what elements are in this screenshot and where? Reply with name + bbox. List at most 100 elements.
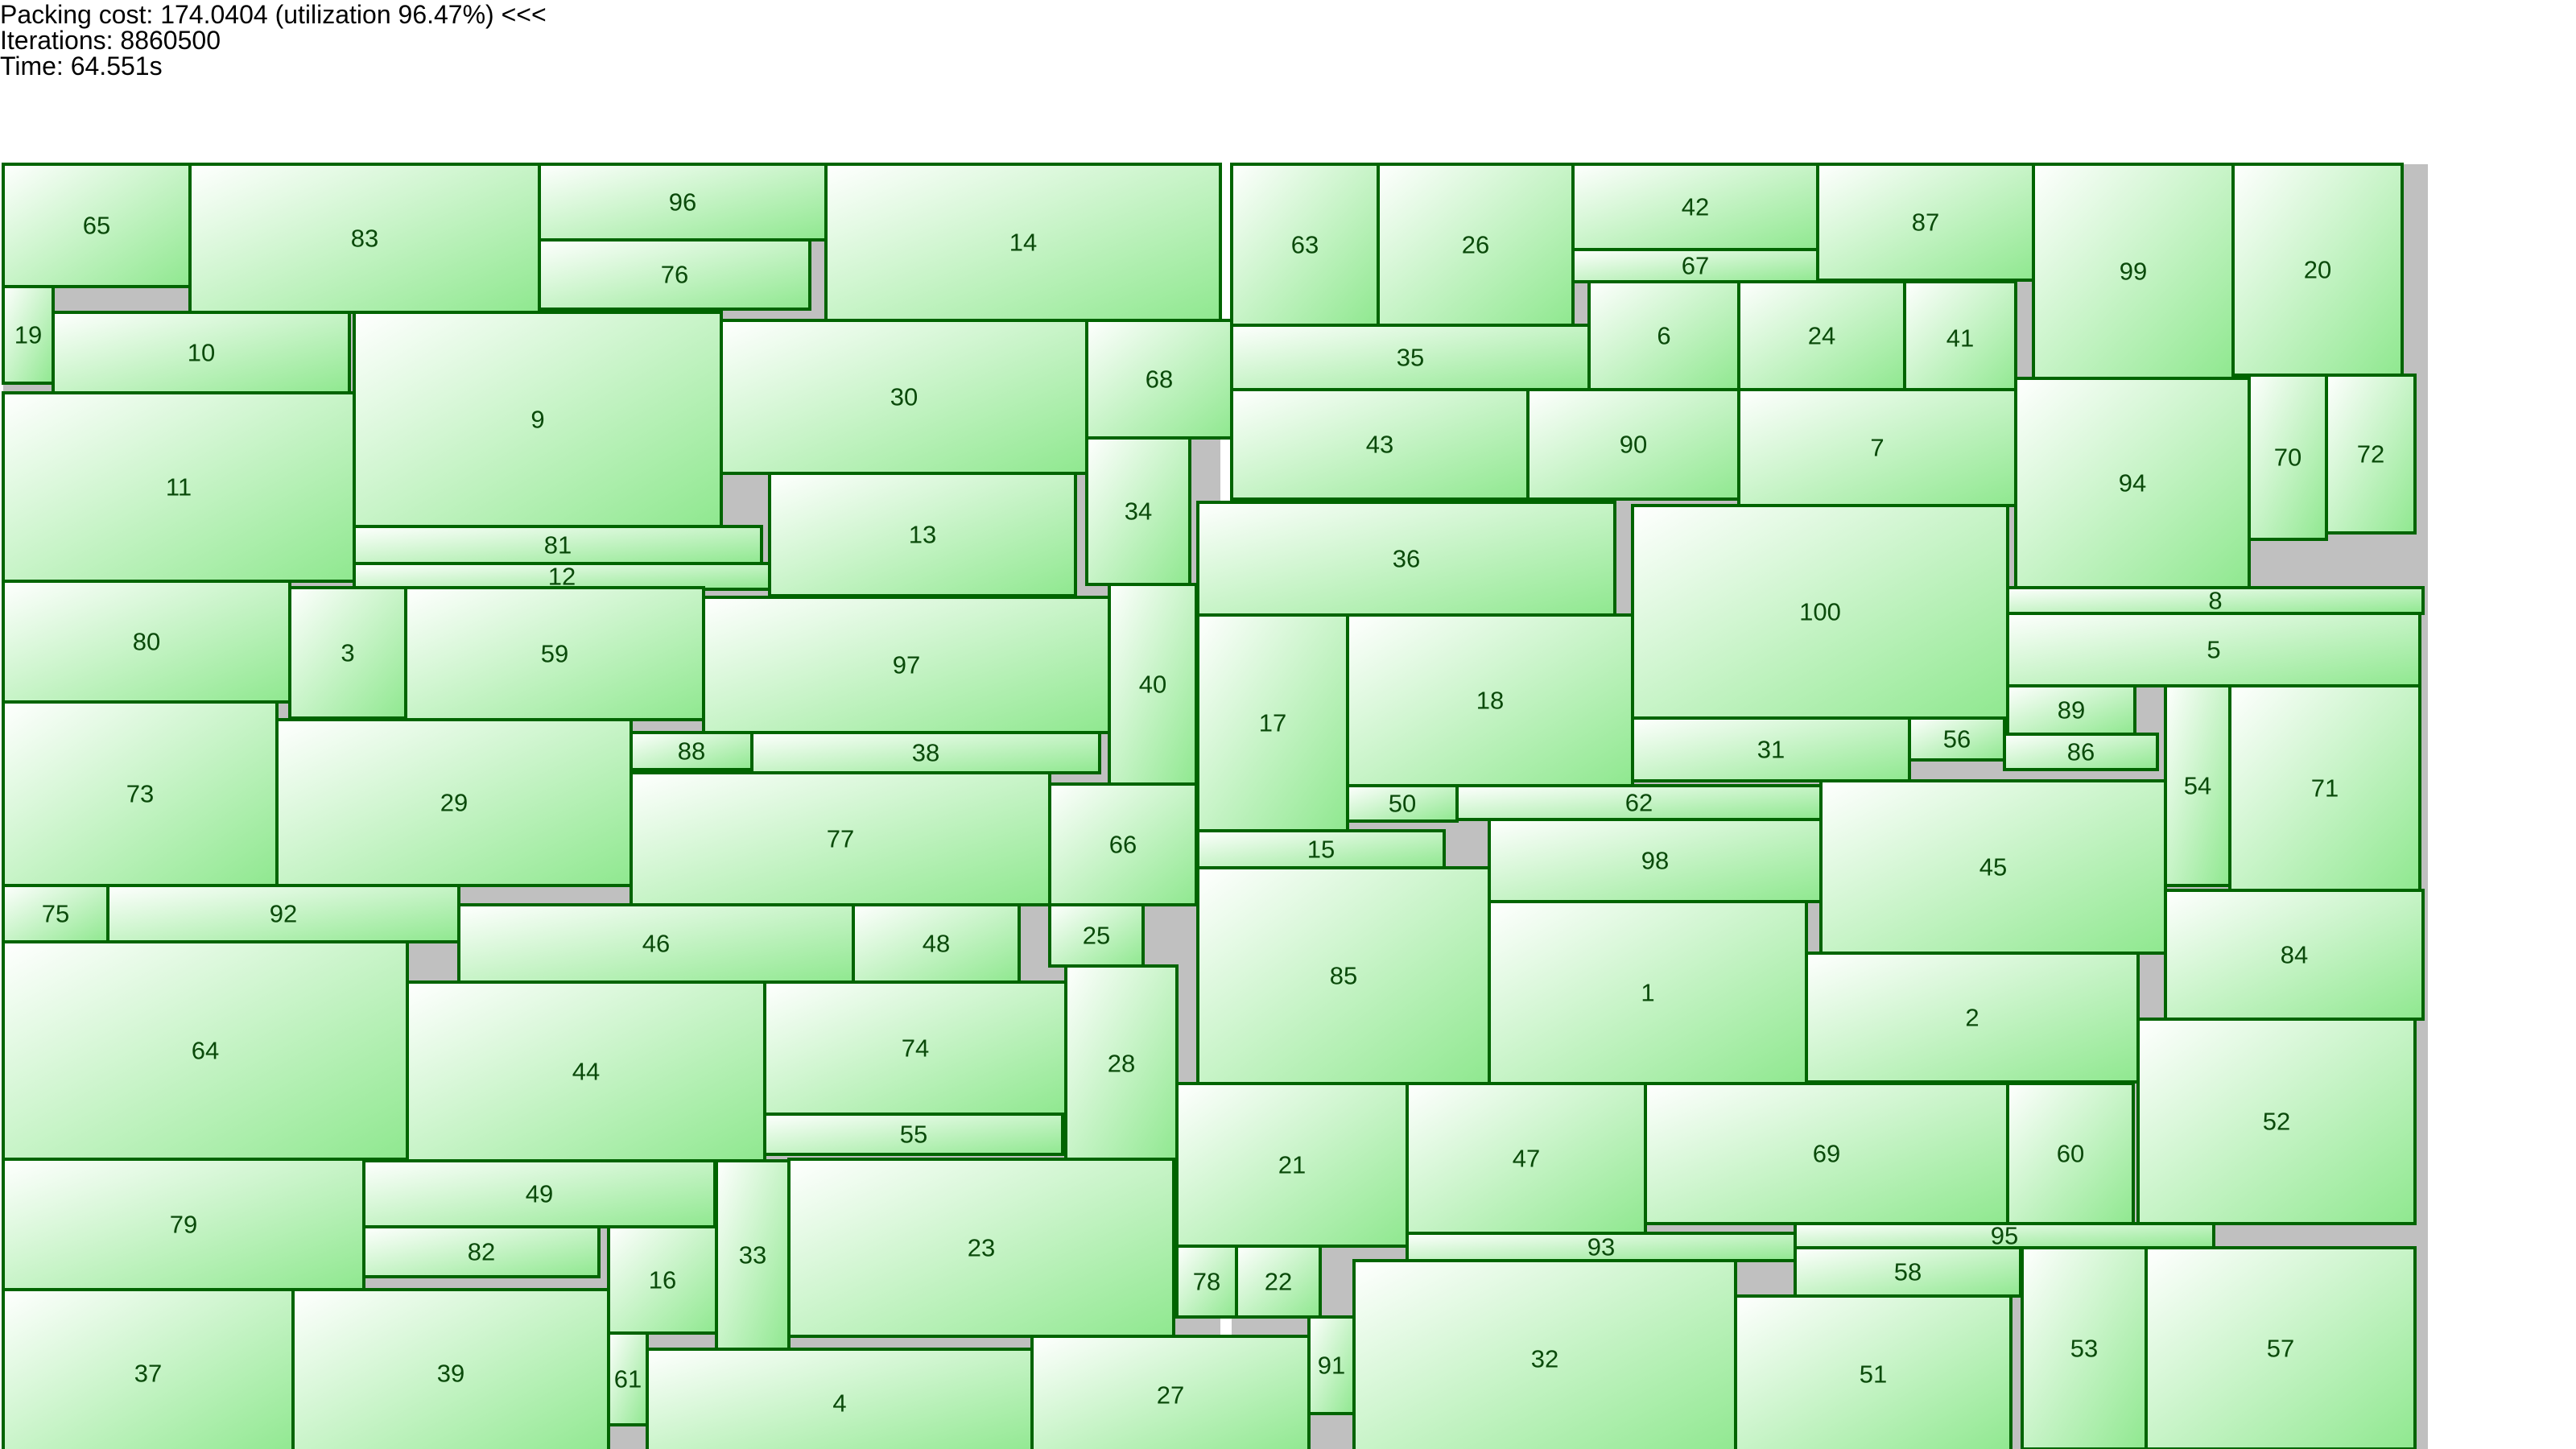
box-label-99: 99 [2120,258,2147,286]
box-label-39: 39 [437,1360,464,1388]
box-rect-64 [2,940,409,1161]
packed-box-47: 47 [1406,1082,1647,1235]
box-label-60: 60 [2057,1140,2084,1168]
packed-box-50: 50 [1346,784,1459,823]
box-label-23: 23 [968,1234,995,1262]
packed-box-34: 34 [1085,436,1191,586]
packed-box-10: 10 [52,311,351,394]
box-label-49: 49 [526,1180,553,1208]
box-rect-98 [1488,818,1823,903]
packed-box-96: 96 [538,163,828,242]
box-label-47: 47 [1513,1145,1540,1173]
box-rect-1 [1488,900,1808,1085]
box-label-72: 72 [2357,440,2384,469]
box-label-86: 86 [2067,738,2095,766]
box-rect-4 [646,1348,1034,1449]
packed-box-59: 59 [404,586,705,721]
box-label-74: 74 [902,1034,929,1063]
box-label-80: 80 [133,628,160,656]
packed-box-83: 83 [188,163,541,314]
box-label-27: 27 [1157,1381,1184,1410]
stats-panel: Packing cost: 174.0404 (utilization 96.4… [0,2,547,79]
packed-box-5: 5 [2006,612,2421,687]
packed-box-28: 28 [1064,964,1179,1162]
box-label-25: 25 [1083,922,1110,950]
box-rect-24 [1737,280,1906,391]
box-rect-15 [1196,829,1446,869]
packed-box-68: 68 [1085,319,1233,440]
box-rect-9 [353,311,723,528]
packed-box-48: 48 [852,903,1021,984]
box-label-88: 88 [678,737,705,766]
packed-box-95: 95 [1794,1222,2215,1250]
box-label-19: 19 [14,321,42,349]
packed-box-6: 6 [1587,280,1740,391]
box-rect-73 [2,700,279,887]
packed-box-90: 90 [1526,388,1740,501]
packed-box-87: 87 [1816,163,2035,282]
box-rect-13 [768,472,1077,597]
packed-box-40: 40 [1108,583,1198,786]
time-text: Time: 64.551s [0,52,163,80]
box-label-6: 6 [1657,322,1670,350]
box-rect-61 [607,1331,649,1426]
box-label-83: 83 [351,225,378,253]
box-label-10: 10 [188,339,215,367]
box-rect-34 [1085,436,1191,586]
box-label-38: 38 [912,739,939,767]
box-label-82: 82 [468,1238,495,1266]
box-label-81: 81 [544,531,572,559]
box-rect-96 [538,163,828,242]
box-rect-60 [2006,1082,2135,1225]
packed-box-30: 30 [720,319,1088,475]
box-rect-18 [1346,613,1634,787]
packed-box-89: 89 [2006,684,2136,736]
box-label-37: 37 [134,1360,162,1388]
packed-box-94: 94 [2014,377,2251,589]
packed-box-16: 16 [607,1225,718,1335]
packed-box-56: 56 [1908,716,2006,762]
box-label-71: 71 [2311,774,2339,803]
box-rect-77 [630,771,1051,906]
box-rect-35 [1230,324,1591,391]
box-label-75: 75 [42,900,69,928]
packed-box-66: 66 [1048,782,1198,906]
packed-box-71: 71 [2228,684,2421,892]
box-label-45: 45 [1979,853,2007,881]
box-rect-91 [1307,1315,1356,1415]
box-label-89: 89 [2058,696,2085,724]
packed-box-25: 25 [1048,903,1145,968]
box-label-40: 40 [1139,671,1166,699]
packed-box-91: 91 [1307,1315,1356,1415]
box-label-79: 79 [170,1211,197,1239]
box-label-69: 69 [1813,1140,1840,1168]
packed-box-9: 9 [353,311,723,528]
box-label-28: 28 [1108,1050,1135,1078]
box-label-12: 12 [548,563,576,591]
packed-box-98: 98 [1488,818,1823,903]
box-label-78: 78 [1193,1268,1220,1296]
packed-box-17: 17 [1196,613,1349,832]
box-rect-86 [2003,733,2159,771]
box-rect-75 [2,884,109,943]
packed-box-11: 11 [2,391,356,583]
box-label-53: 53 [2070,1335,2098,1363]
box-label-31: 31 [1757,736,1785,764]
box-label-18: 18 [1476,687,1504,715]
box-label-1: 1 [1641,979,1654,1007]
box-rect-5 [2006,612,2421,687]
box-label-85: 85 [1330,962,1357,990]
box-rect-41 [1903,280,2017,396]
box-label-48: 48 [923,930,950,958]
box-label-21: 21 [1278,1151,1306,1179]
packed-box-19: 19 [2,285,55,385]
packed-box-43: 43 [1230,388,1530,501]
box-label-24: 24 [1808,322,1835,350]
packed-box-76: 76 [538,238,811,311]
packed-box-1: 1 [1488,900,1808,1085]
packed-box-84: 84 [2164,889,2425,1021]
packed-box-67: 67 [1571,248,1819,283]
box-rect-66 [1048,782,1198,906]
box-rect-36 [1196,501,1616,617]
